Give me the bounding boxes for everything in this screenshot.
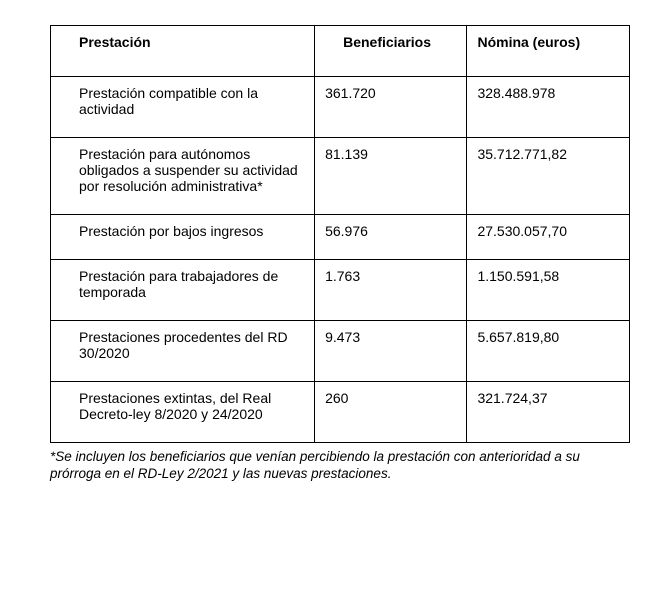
table-row: Prestación para autónomos obligados a su… bbox=[51, 138, 630, 215]
cell-nomina: 27.530.057,70 bbox=[467, 215, 630, 260]
table-row: Prestación compatible con la actividad 3… bbox=[51, 77, 630, 138]
cell-beneficiarios: 260 bbox=[315, 382, 467, 443]
benefits-table: Prestación Beneficiarios Nómina (euros) … bbox=[50, 25, 630, 443]
cell-nomina: 35.712.771,82 bbox=[467, 138, 630, 215]
cell-nomina: 1.150.591,58 bbox=[467, 260, 630, 321]
cell-nomina: 5.657.819,80 bbox=[467, 321, 630, 382]
cell-nomina: 328.488.978 bbox=[467, 77, 630, 138]
cell-prestacion: Prestación compatible con la actividad bbox=[51, 77, 315, 138]
table-row: Prestación por bajos ingresos 56.976 27.… bbox=[51, 215, 630, 260]
cell-prestacion: Prestación para trabajadores de temporad… bbox=[51, 260, 315, 321]
cell-prestacion: Prestaciones extintas, del Real Decreto-… bbox=[51, 382, 315, 443]
benefits-table-container: Prestación Beneficiarios Nómina (euros) … bbox=[50, 25, 630, 443]
cell-beneficiarios: 56.976 bbox=[315, 215, 467, 260]
cell-beneficiarios: 1.763 bbox=[315, 260, 467, 321]
cell-nomina: 321.724,37 bbox=[467, 382, 630, 443]
column-header-prestacion: Prestación bbox=[51, 26, 315, 77]
table-row: Prestaciones extintas, del Real Decreto-… bbox=[51, 382, 630, 443]
table-header-row: Prestación Beneficiarios Nómina (euros) bbox=[51, 26, 630, 77]
cell-prestacion: Prestaciones procedentes del RD 30/2020 bbox=[51, 321, 315, 382]
cell-prestacion: Prestación por bajos ingresos bbox=[51, 215, 315, 260]
table-row: Prestación para trabajadores de temporad… bbox=[51, 260, 630, 321]
column-header-nomina: Nómina (euros) bbox=[467, 26, 630, 77]
table-footnote: *Se incluyen los beneficiarios que venía… bbox=[50, 449, 630, 483]
cell-prestacion: Prestación para autónomos obligados a su… bbox=[51, 138, 315, 215]
cell-beneficiarios: 81.139 bbox=[315, 138, 467, 215]
column-header-beneficiarios: Beneficiarios bbox=[315, 26, 467, 77]
cell-beneficiarios: 9.473 bbox=[315, 321, 467, 382]
table-row: Prestaciones procedentes del RD 30/2020 … bbox=[51, 321, 630, 382]
cell-beneficiarios: 361.720 bbox=[315, 77, 467, 138]
